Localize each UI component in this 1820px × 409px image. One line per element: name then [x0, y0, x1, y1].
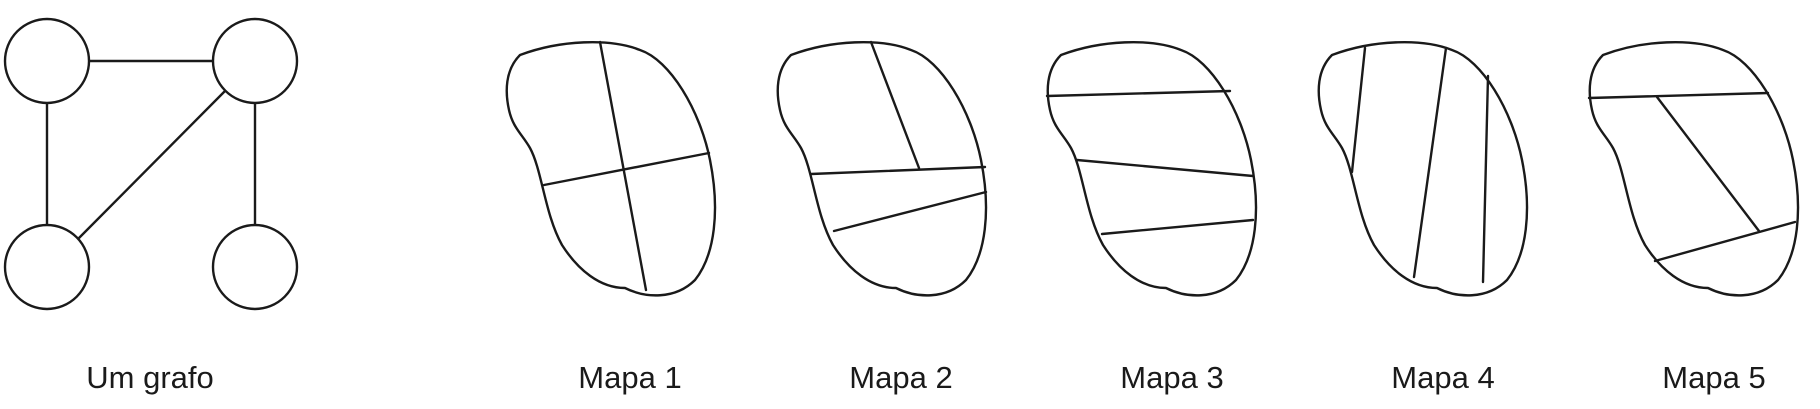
- caption-map-1: Mapa 1: [510, 358, 750, 398]
- map-1-outline: [507, 42, 715, 295]
- map-5-outline: [1590, 42, 1798, 295]
- map-5-border-b: [1657, 97, 1759, 231]
- map-4-outline: [1319, 42, 1527, 295]
- map-5-border-a: [1589, 93, 1768, 98]
- caption-map-5: Mapa 5: [1594, 358, 1820, 398]
- map-3: [1047, 42, 1256, 295]
- graph-node-bottom-left: [5, 225, 89, 309]
- map-2: [778, 42, 986, 295]
- caption-graph: Um grafo: [30, 358, 270, 398]
- map-4-border-c: [1483, 76, 1488, 282]
- map-5-border-c: [1655, 222, 1795, 261]
- map-3-border-a: [1047, 91, 1230, 96]
- map-4-border-a: [1352, 48, 1365, 172]
- map-2-border-a: [871, 42, 919, 168]
- map-4-border-b: [1414, 48, 1446, 277]
- graph-node-bottom-right: [213, 225, 297, 309]
- graph-node-top-left: [5, 19, 89, 103]
- map-1: [507, 42, 715, 295]
- map-3-border-c: [1102, 220, 1253, 234]
- map-3-outline: [1048, 42, 1256, 295]
- map-2-border-b: [811, 167, 985, 174]
- caption-map-4: Mapa 4: [1323, 358, 1563, 398]
- caption-map-3: Mapa 3: [1052, 358, 1292, 398]
- graph-edge-tr-bl: [77, 91, 225, 240]
- map-5: [1589, 42, 1798, 295]
- graph: [5, 19, 297, 309]
- map-2-border-c: [834, 192, 986, 231]
- map-3-border-b: [1077, 160, 1253, 176]
- graph-node-top-right: [213, 19, 297, 103]
- map-4: [1319, 42, 1527, 295]
- caption-map-2: Mapa 2: [781, 358, 1021, 398]
